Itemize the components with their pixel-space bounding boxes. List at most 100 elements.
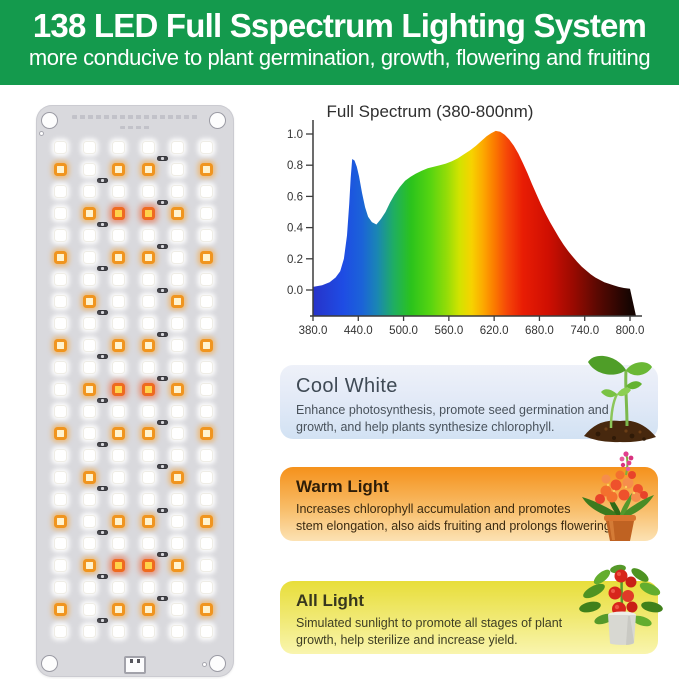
resistor-component (96, 485, 108, 491)
white-led (170, 536, 184, 550)
warm-orange-led (111, 162, 125, 176)
white-led (53, 382, 67, 396)
axis-tick-label: 0.4 (287, 223, 304, 235)
white-led (170, 250, 184, 264)
white-led (82, 602, 96, 616)
white-led (170, 338, 184, 352)
white-led (199, 360, 213, 374)
resistor-component (96, 177, 108, 183)
white-led (199, 624, 213, 638)
white-led (199, 316, 213, 330)
warm-orange-led (199, 602, 213, 616)
warm-orange-led (53, 250, 67, 264)
warm-orange-led (111, 514, 125, 528)
white-led (82, 536, 96, 550)
card-text-line: Enhance photosynthesis, promote seed ger… (296, 403, 609, 417)
warm-orange-led (53, 338, 67, 352)
card-text-line: growth, and help plants synthesize chlor… (296, 419, 555, 434)
white-led (170, 228, 184, 242)
white-led (53, 228, 67, 242)
warm-orange-led (141, 162, 155, 176)
white-led (141, 360, 155, 374)
white-led (199, 558, 213, 572)
resistor-component (96, 353, 108, 359)
white-led (82, 580, 96, 594)
white-led (199, 536, 213, 550)
white-led (111, 448, 125, 462)
resistor-component (156, 331, 168, 337)
card-title: All Light (296, 591, 364, 610)
white-led (199, 228, 213, 242)
resistor-component (156, 595, 168, 601)
white-led (199, 404, 213, 418)
deep-orange-red-led (141, 558, 155, 572)
white-led (141, 492, 155, 506)
chart-title: Full Spectrum (380-800nm) (327, 102, 534, 121)
resistor-component (156, 199, 168, 205)
axis-tick-label: 440.0 (344, 325, 373, 337)
warm-orange-led (199, 338, 213, 352)
resistor-component (156, 287, 168, 293)
white-led (82, 228, 96, 242)
white-led (141, 470, 155, 484)
warm-orange-led (199, 514, 213, 528)
spectrum-chart: 0.0 0.2 0.4 0.6 0.8 1.0 380.0 440.0 500.0 560.0 62… (287, 102, 644, 337)
white-led (53, 558, 67, 572)
screw-hole-icon (209, 655, 226, 672)
white-led (53, 492, 67, 506)
white-led (199, 184, 213, 198)
white-led (111, 184, 125, 198)
white-led (53, 316, 67, 330)
white-led (199, 382, 213, 396)
warm-orange-led (111, 426, 125, 440)
white-led (199, 580, 213, 594)
white-led (111, 404, 125, 418)
alignment-hole (39, 131, 44, 136)
warm-orange-led (170, 382, 184, 396)
axis-tick-label: 560.0 (434, 325, 463, 337)
warm-orange-led (111, 602, 125, 616)
white-led (53, 206, 67, 220)
card-title: Warm Light (296, 477, 389, 496)
warm-orange-led (141, 338, 155, 352)
resistor-component (96, 221, 108, 227)
white-led (141, 404, 155, 418)
white-led (111, 470, 125, 484)
white-led (111, 360, 125, 374)
white-led (53, 360, 67, 374)
headline: 138 LED Full Sspectrum Lighting System (32, 7, 647, 44)
resistor-component (156, 419, 168, 425)
white-led (82, 162, 96, 176)
white-led (170, 140, 184, 154)
white-led (170, 602, 184, 616)
white-led (199, 140, 213, 154)
deep-orange-red-led (141, 382, 155, 396)
warm-orange-led (82, 470, 96, 484)
alignment-hole (202, 662, 207, 667)
resistor-component (96, 529, 108, 535)
axis-tick-label: 620.0 (480, 325, 509, 337)
axis-tick-label: 500.0 (389, 325, 418, 337)
white-led (199, 294, 213, 308)
screw-hole-icon (41, 655, 58, 672)
white-led (141, 294, 155, 308)
warm-orange-led (141, 602, 155, 616)
white-led (170, 580, 184, 594)
white-led (82, 184, 96, 198)
white-led (82, 316, 96, 330)
resistor-component (96, 441, 108, 447)
warm-orange-led (199, 426, 213, 440)
white-led (111, 316, 125, 330)
white-led (170, 316, 184, 330)
card-text-line: Simulated sunlight to promote all stages… (296, 616, 563, 630)
white-led (53, 448, 67, 462)
warm-orange-led (82, 294, 96, 308)
panel-silkscreen-print (72, 115, 198, 119)
resistor-component (156, 243, 168, 249)
card-text-line: growth, help sterilize and increase yiel… (296, 632, 518, 647)
white-led (82, 404, 96, 418)
white-led (170, 514, 184, 528)
subheadline: more conducive to plant germination, gro… (28, 45, 651, 71)
axis-tick-label: 740.0 (570, 325, 599, 337)
white-led (199, 448, 213, 462)
